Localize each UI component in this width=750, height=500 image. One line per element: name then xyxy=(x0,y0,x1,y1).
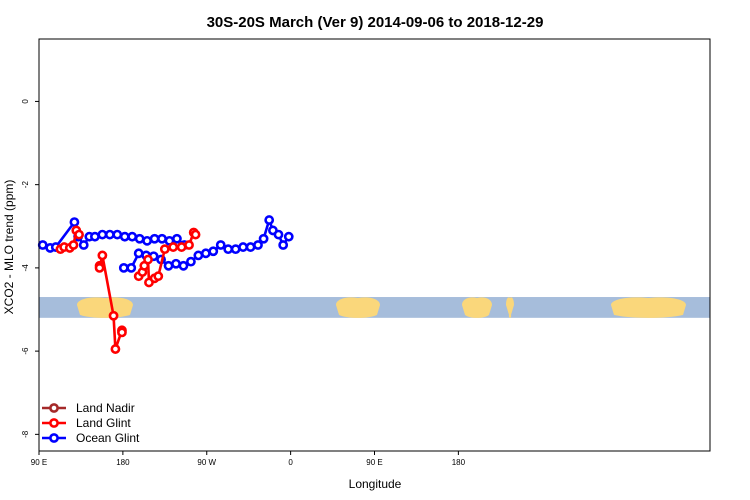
legend-label: Ocean Glint xyxy=(76,431,140,445)
x-tick-label: 0 xyxy=(288,458,293,467)
land-mass xyxy=(506,297,514,318)
data-point xyxy=(134,233,145,244)
data-point xyxy=(68,240,79,250)
legend-label: Land Glint xyxy=(76,416,131,430)
data-point xyxy=(245,242,256,252)
data-point xyxy=(97,250,108,261)
legend-label: Land Nadir xyxy=(76,401,135,415)
data-point xyxy=(149,233,160,244)
data-point xyxy=(94,262,105,273)
land-mass xyxy=(462,297,492,318)
data-point xyxy=(172,233,182,244)
x-tick-label: 180 xyxy=(116,458,130,467)
data-point xyxy=(142,235,153,246)
data-point xyxy=(283,231,294,242)
x-tick-label: 180 xyxy=(452,458,466,467)
data-point xyxy=(171,258,181,269)
data-point xyxy=(264,215,275,225)
y-tick-label: -6 xyxy=(21,347,30,355)
y-tick-label: -4 xyxy=(21,264,30,272)
data-point xyxy=(258,233,269,244)
data-point xyxy=(186,256,196,267)
y-tick-label: 0 xyxy=(21,99,30,104)
data-point xyxy=(108,310,119,321)
chart-title: 30S-20S March (Ver 9) 2014-09-06 to 2018… xyxy=(207,14,544,31)
data-point xyxy=(253,240,263,250)
data-point xyxy=(126,262,137,273)
legend-marker xyxy=(49,433,59,443)
data-point xyxy=(69,217,80,228)
data-point xyxy=(190,229,201,240)
x-axis-label: Longitude xyxy=(349,477,402,491)
land-mass xyxy=(611,297,686,318)
data-point xyxy=(127,231,138,242)
legend-entry: Ocean Glint xyxy=(42,431,140,445)
data-point xyxy=(208,246,219,257)
data-point xyxy=(37,240,48,250)
data-point xyxy=(143,254,153,265)
series-layer xyxy=(37,215,294,354)
data-point xyxy=(178,260,189,271)
series-ocean-glint xyxy=(37,215,294,273)
data-point xyxy=(133,248,144,259)
data-point xyxy=(200,248,211,259)
series-land-glint xyxy=(55,225,201,354)
data-point xyxy=(74,229,84,240)
data-point xyxy=(104,229,115,240)
data-point xyxy=(90,231,100,242)
data-point xyxy=(97,229,108,240)
x-tick-label: 90 E xyxy=(366,458,382,467)
data-point xyxy=(168,242,179,252)
data-point xyxy=(159,244,170,255)
land-mass xyxy=(77,297,133,318)
data-point xyxy=(176,242,187,252)
data-point xyxy=(78,240,89,250)
data-point xyxy=(230,244,241,255)
data-point xyxy=(215,240,226,250)
legend-entry: Land Glint xyxy=(42,416,131,430)
data-point xyxy=(278,240,289,250)
legend-marker xyxy=(49,418,59,428)
x-axis: 90 E 180 90 W 0 90 E 180 xyxy=(31,451,466,467)
land-band xyxy=(39,297,710,318)
data-point xyxy=(153,271,164,282)
data-point xyxy=(157,233,167,244)
y-axis: 0 -2 -4 -6 -8 xyxy=(21,99,39,438)
legend-marker xyxy=(49,403,59,413)
y-tick-label: -2 xyxy=(21,181,30,189)
data-point xyxy=(112,229,123,240)
data-point xyxy=(223,244,234,255)
data-point xyxy=(193,250,204,261)
data-point xyxy=(238,242,248,252)
data-point xyxy=(184,240,194,250)
data-point xyxy=(273,229,284,240)
data-point xyxy=(110,344,121,354)
plot-area-frame xyxy=(38,38,711,452)
y-tick-label: -8 xyxy=(21,430,30,438)
x-tick-label: 90 W xyxy=(197,458,216,467)
data-point xyxy=(118,262,129,273)
y-axis-label: XCO2 - MLO trend (ppm) xyxy=(2,180,16,315)
legend-entry: Land Nadir xyxy=(42,401,135,415)
data-point xyxy=(119,231,130,242)
x-tick-label: 90 E xyxy=(31,458,47,467)
data-point xyxy=(117,327,127,338)
data-point xyxy=(163,260,174,271)
land-mass xyxy=(336,297,380,318)
